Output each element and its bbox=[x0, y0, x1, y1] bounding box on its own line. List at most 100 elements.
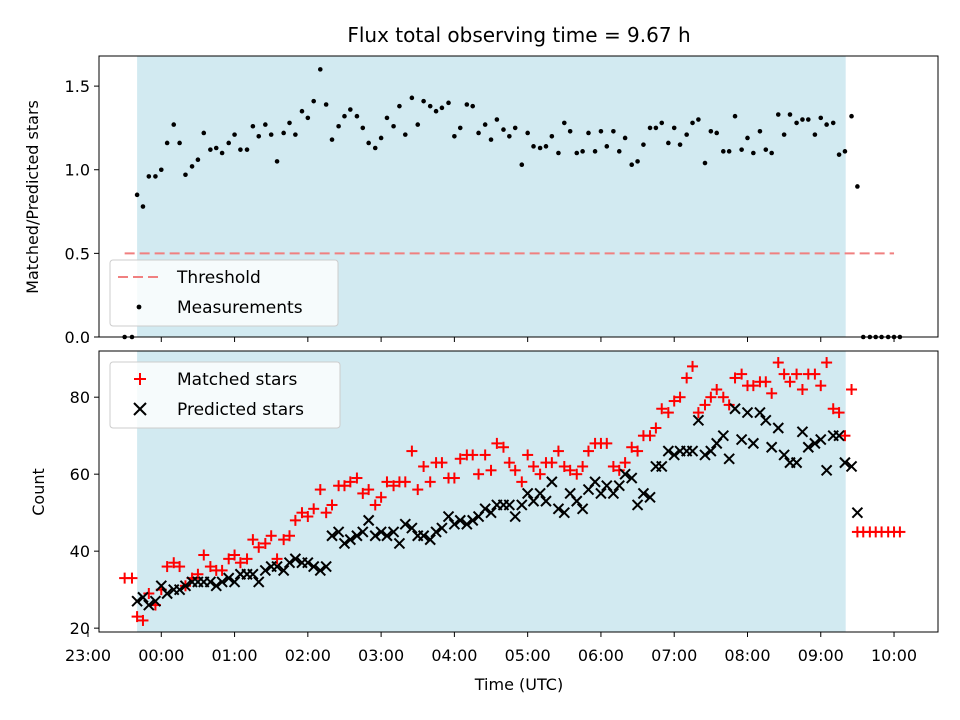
measurement-point bbox=[250, 123, 256, 129]
measurement-point bbox=[855, 184, 860, 189]
matched-star-point bbox=[522, 449, 534, 461]
matched-star-point bbox=[815, 380, 827, 392]
predicted-star-point bbox=[686, 445, 699, 457]
predicted-star-point bbox=[344, 533, 357, 546]
predicted-star-point bbox=[626, 472, 638, 484]
matched-star-point bbox=[491, 437, 503, 449]
predicted-star-point bbox=[375, 526, 387, 538]
predicted-star-point bbox=[357, 526, 369, 538]
predicted-star-point bbox=[351, 530, 363, 542]
matched-star-point bbox=[846, 383, 858, 395]
matched-star-point bbox=[289, 514, 301, 526]
matched-star-point bbox=[601, 437, 613, 449]
measurement-point bbox=[671, 125, 677, 131]
matched-star-point bbox=[827, 403, 839, 415]
predicted-star-point bbox=[595, 487, 607, 500]
measurement-point bbox=[299, 108, 305, 114]
predicted-star-point bbox=[607, 487, 620, 500]
predicted-star-point bbox=[338, 537, 351, 550]
x-tick-label: 23:00 bbox=[65, 646, 111, 665]
predicted-star-point bbox=[809, 437, 821, 450]
matched-star-point bbox=[131, 611, 143, 623]
measurement-point bbox=[531, 144, 536, 149]
predicted-star-point bbox=[131, 595, 143, 607]
x-tick-label: 04:00 bbox=[431, 646, 477, 665]
matched-star-point bbox=[448, 472, 460, 484]
measurement-point bbox=[232, 132, 237, 137]
measurement-point bbox=[580, 149, 585, 154]
measurement-point bbox=[641, 142, 646, 147]
matched-star-point bbox=[198, 549, 210, 561]
measurement-point bbox=[226, 140, 231, 146]
matched-star-point bbox=[259, 537, 271, 549]
measurement-point bbox=[702, 160, 708, 166]
measurement-point bbox=[574, 150, 580, 156]
measurement-point bbox=[800, 117, 805, 122]
measurement-point bbox=[164, 140, 170, 146]
predicted-star-point bbox=[393, 537, 406, 550]
measurement-point bbox=[402, 132, 408, 137]
measurement-point bbox=[482, 122, 488, 127]
measurement-point bbox=[488, 137, 494, 142]
measurement-point bbox=[263, 122, 268, 127]
matched-star-point bbox=[302, 511, 314, 523]
predicted-star-point bbox=[851, 506, 864, 519]
predicted-star-point bbox=[302, 557, 314, 569]
matched-star-point bbox=[338, 480, 350, 492]
measurement-point bbox=[714, 130, 720, 136]
measurement-point bbox=[763, 147, 769, 152]
x-tick-label: 06:00 bbox=[578, 646, 624, 665]
matched-star-point bbox=[192, 568, 204, 580]
predicted-star-point bbox=[479, 503, 491, 515]
measurement-point bbox=[647, 125, 653, 131]
measurement-point bbox=[849, 113, 854, 119]
predicted-star-point bbox=[717, 429, 730, 442]
predicted-star-point bbox=[790, 456, 803, 469]
y-tick-label: 1.0 bbox=[65, 161, 90, 180]
matched-star-point bbox=[509, 464, 521, 476]
predicted-star-point bbox=[161, 587, 173, 600]
measurement-point bbox=[391, 123, 396, 129]
matched-star-point bbox=[791, 368, 803, 380]
x-tick-label: 02:00 bbox=[285, 646, 331, 665]
matched-star-point bbox=[479, 449, 491, 461]
matched-star-point bbox=[681, 372, 693, 384]
matched-star-point bbox=[308, 503, 320, 515]
measurement-point bbox=[360, 125, 366, 131]
matched-star-point bbox=[546, 457, 558, 469]
measurement-point bbox=[457, 125, 463, 131]
matched-star-point bbox=[558, 460, 570, 472]
y-tick-label: 0.0 bbox=[65, 328, 90, 347]
matched-star-point bbox=[278, 534, 290, 546]
matched-star-point bbox=[223, 553, 235, 565]
legend-matched-swatch bbox=[134, 373, 146, 385]
predicted-star-point bbox=[222, 572, 235, 584]
matched-star-point bbox=[528, 460, 540, 472]
predicted-star-point bbox=[137, 591, 149, 604]
measurement-point bbox=[323, 102, 329, 107]
matched-star-point bbox=[363, 484, 375, 496]
matched-star-point bbox=[436, 457, 448, 469]
y-tick-label: 60 bbox=[70, 465, 90, 484]
matched-star-point bbox=[607, 460, 619, 472]
measurement-point bbox=[781, 132, 787, 137]
y-tick-label: 0.5 bbox=[65, 244, 90, 263]
matched-star-point bbox=[314, 484, 326, 496]
matched-star-point bbox=[674, 391, 686, 403]
measurement-point bbox=[616, 149, 622, 154]
measurement-point bbox=[446, 100, 451, 106]
y-tick-label: 40 bbox=[70, 542, 90, 561]
matched-star-point bbox=[784, 376, 796, 388]
count-x-ticks: 23:00 00:00 01:00 02:00 03:00 04:00 05:00 06:00… bbox=[65, 632, 917, 665]
measurement-point bbox=[189, 164, 195, 169]
measurement-point bbox=[745, 135, 750, 141]
measurement-point bbox=[666, 140, 671, 146]
measurement-point bbox=[213, 145, 219, 151]
ratio-panel: 0.0 0.5 1.0 1.5 Matched/Predicted stars Thr… bbox=[23, 55, 939, 347]
count-y-label: Count bbox=[29, 468, 48, 516]
matched-star-point bbox=[357, 487, 369, 499]
predicted-star-point bbox=[644, 491, 656, 503]
measurement-point bbox=[561, 120, 567, 126]
count-y-ticks: 20 40 60 80 bbox=[70, 388, 99, 638]
measurement-point bbox=[238, 147, 243, 152]
